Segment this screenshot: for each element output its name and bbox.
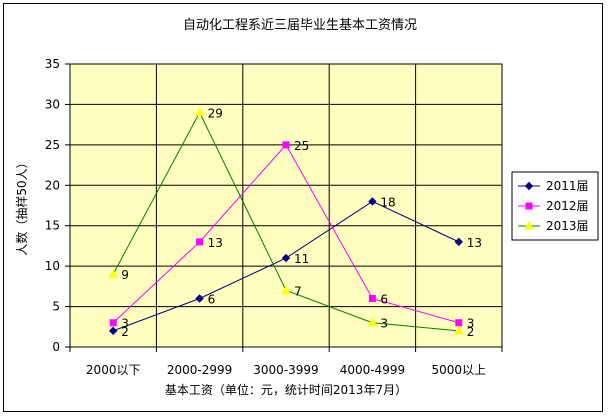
data-label: 9 bbox=[121, 268, 129, 282]
x-tick-label: 4000-4999 bbox=[340, 363, 405, 377]
data-point bbox=[108, 269, 119, 278]
y-tick-label: 30 bbox=[45, 97, 60, 111]
grid-lines bbox=[70, 64, 502, 347]
data-label: 13 bbox=[467, 236, 482, 250]
legend-item: 2011届 bbox=[518, 179, 589, 193]
legend-label: 2013届 bbox=[546, 219, 589, 233]
y-tick-label: 5 bbox=[52, 300, 60, 314]
y-tick-label: 0 bbox=[52, 340, 60, 354]
series-2: 3 13 25 6 3 bbox=[109, 139, 475, 331]
chart-title: 自动化工程系近三届毕业生基本工资情况 bbox=[183, 18, 417, 33]
data-point bbox=[368, 294, 376, 302]
legend-label: 2012届 bbox=[546, 199, 589, 213]
y-tick-label: 20 bbox=[45, 178, 60, 192]
legend-marker bbox=[524, 220, 534, 230]
data-label: 18 bbox=[380, 195, 395, 209]
x-tick-label: 2000-2999 bbox=[167, 363, 232, 377]
data-point bbox=[368, 197, 377, 206]
data-label: 2 bbox=[467, 325, 475, 339]
data-point bbox=[282, 141, 290, 149]
data-label: 29 bbox=[208, 107, 223, 121]
x-axis-ticks: 2000以下 2000-2999 3000-3999 4000-4999 5000以上 bbox=[69, 347, 503, 377]
data-label: 11 bbox=[294, 252, 309, 266]
y-axis-label: 人数（抽样50人） bbox=[14, 156, 29, 255]
data-point bbox=[454, 237, 464, 247]
data-point bbox=[281, 285, 291, 294]
legend-marker bbox=[525, 202, 533, 210]
data-point bbox=[194, 107, 205, 117]
data-label: 2 bbox=[121, 325, 129, 339]
data-label: 3 bbox=[380, 317, 388, 331]
y-tick-label: 25 bbox=[45, 138, 60, 152]
data-point bbox=[453, 325, 464, 335]
x-axis-label: 基本工资（单位：元，统计时间2013年7月） bbox=[165, 382, 407, 397]
data-point bbox=[108, 326, 118, 336]
data-label: 3 bbox=[467, 317, 475, 331]
data-label: 3 bbox=[121, 317, 129, 331]
x-tick-label: 5000以上 bbox=[432, 363, 487, 377]
data-point bbox=[195, 294, 204, 303]
y-tick-label: 15 bbox=[45, 219, 60, 233]
y-tick-label: 35 bbox=[45, 57, 60, 71]
data-label: 6 bbox=[208, 292, 216, 306]
legend: 2011届 2012届 2013届 bbox=[511, 171, 599, 241]
x-tick-label: 3000-3999 bbox=[253, 363, 318, 377]
y-axis-ticks: 0 5 10 15 20 25 30 35 bbox=[45, 57, 70, 354]
plot-area bbox=[69, 63, 503, 348]
x-tick-label: 2000以下 bbox=[86, 363, 141, 377]
data-point bbox=[367, 317, 378, 327]
series-1: 2 6 11 18 13 bbox=[108, 195, 482, 339]
data-label: 25 bbox=[294, 139, 309, 153]
data-point bbox=[196, 238, 204, 246]
legend-item: 2012届 bbox=[518, 199, 589, 213]
data-label: 13 bbox=[208, 236, 223, 250]
legend-marker bbox=[524, 181, 534, 191]
data-label: 7 bbox=[294, 284, 302, 298]
data-label: 6 bbox=[380, 292, 388, 306]
data-point bbox=[455, 319, 463, 327]
legend-label: 2011届 bbox=[546, 179, 589, 193]
y-tick-label: 10 bbox=[45, 259, 60, 273]
data-point bbox=[109, 319, 117, 327]
legend-item: 2013届 bbox=[518, 219, 589, 233]
data-point bbox=[281, 253, 291, 263]
